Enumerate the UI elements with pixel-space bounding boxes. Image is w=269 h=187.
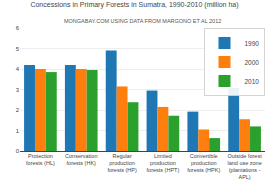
svg-text:Protectionforests (HL): Protectionforests (HL) [26,153,55,166]
svg-text:5: 5 [16,46,20,52]
svg-text:2000: 2000 [245,59,260,66]
svg-text:3: 3 [16,87,20,93]
svg-text:MONGABAY.COM USING DATA FROM M: MONGABAY.COM USING DATA FROM MARGONO ET … [64,18,221,24]
svg-text:Convertibleproductionforests (: Convertibleproductionforests (HPK) [187,153,220,173]
svg-text:Limitedproductionforests (HPT): Limitedproductionforests (HPT) [147,153,180,173]
svg-text:Conservationforests (HK): Conservationforests (HK) [65,153,97,166]
svg-text:2: 2 [16,107,20,113]
svg-text:Outside forestland use zone(pl: Outside forestland use zone(plantations … [227,153,262,180]
svg-text:Concessions in Primary Forests: Concessions in Primary Forests in Sumatr… [30,1,238,9]
svg-text:4: 4 [16,66,20,72]
svg-text:2010: 2010 [245,78,260,85]
svg-text:1990: 1990 [245,40,260,47]
svg-text:1: 1 [16,128,20,134]
svg-text:6: 6 [16,25,20,31]
svg-text:0: 0 [16,148,20,154]
svg-text:Regularproductionforests (HP): Regularproductionforests (HP) [107,153,137,173]
